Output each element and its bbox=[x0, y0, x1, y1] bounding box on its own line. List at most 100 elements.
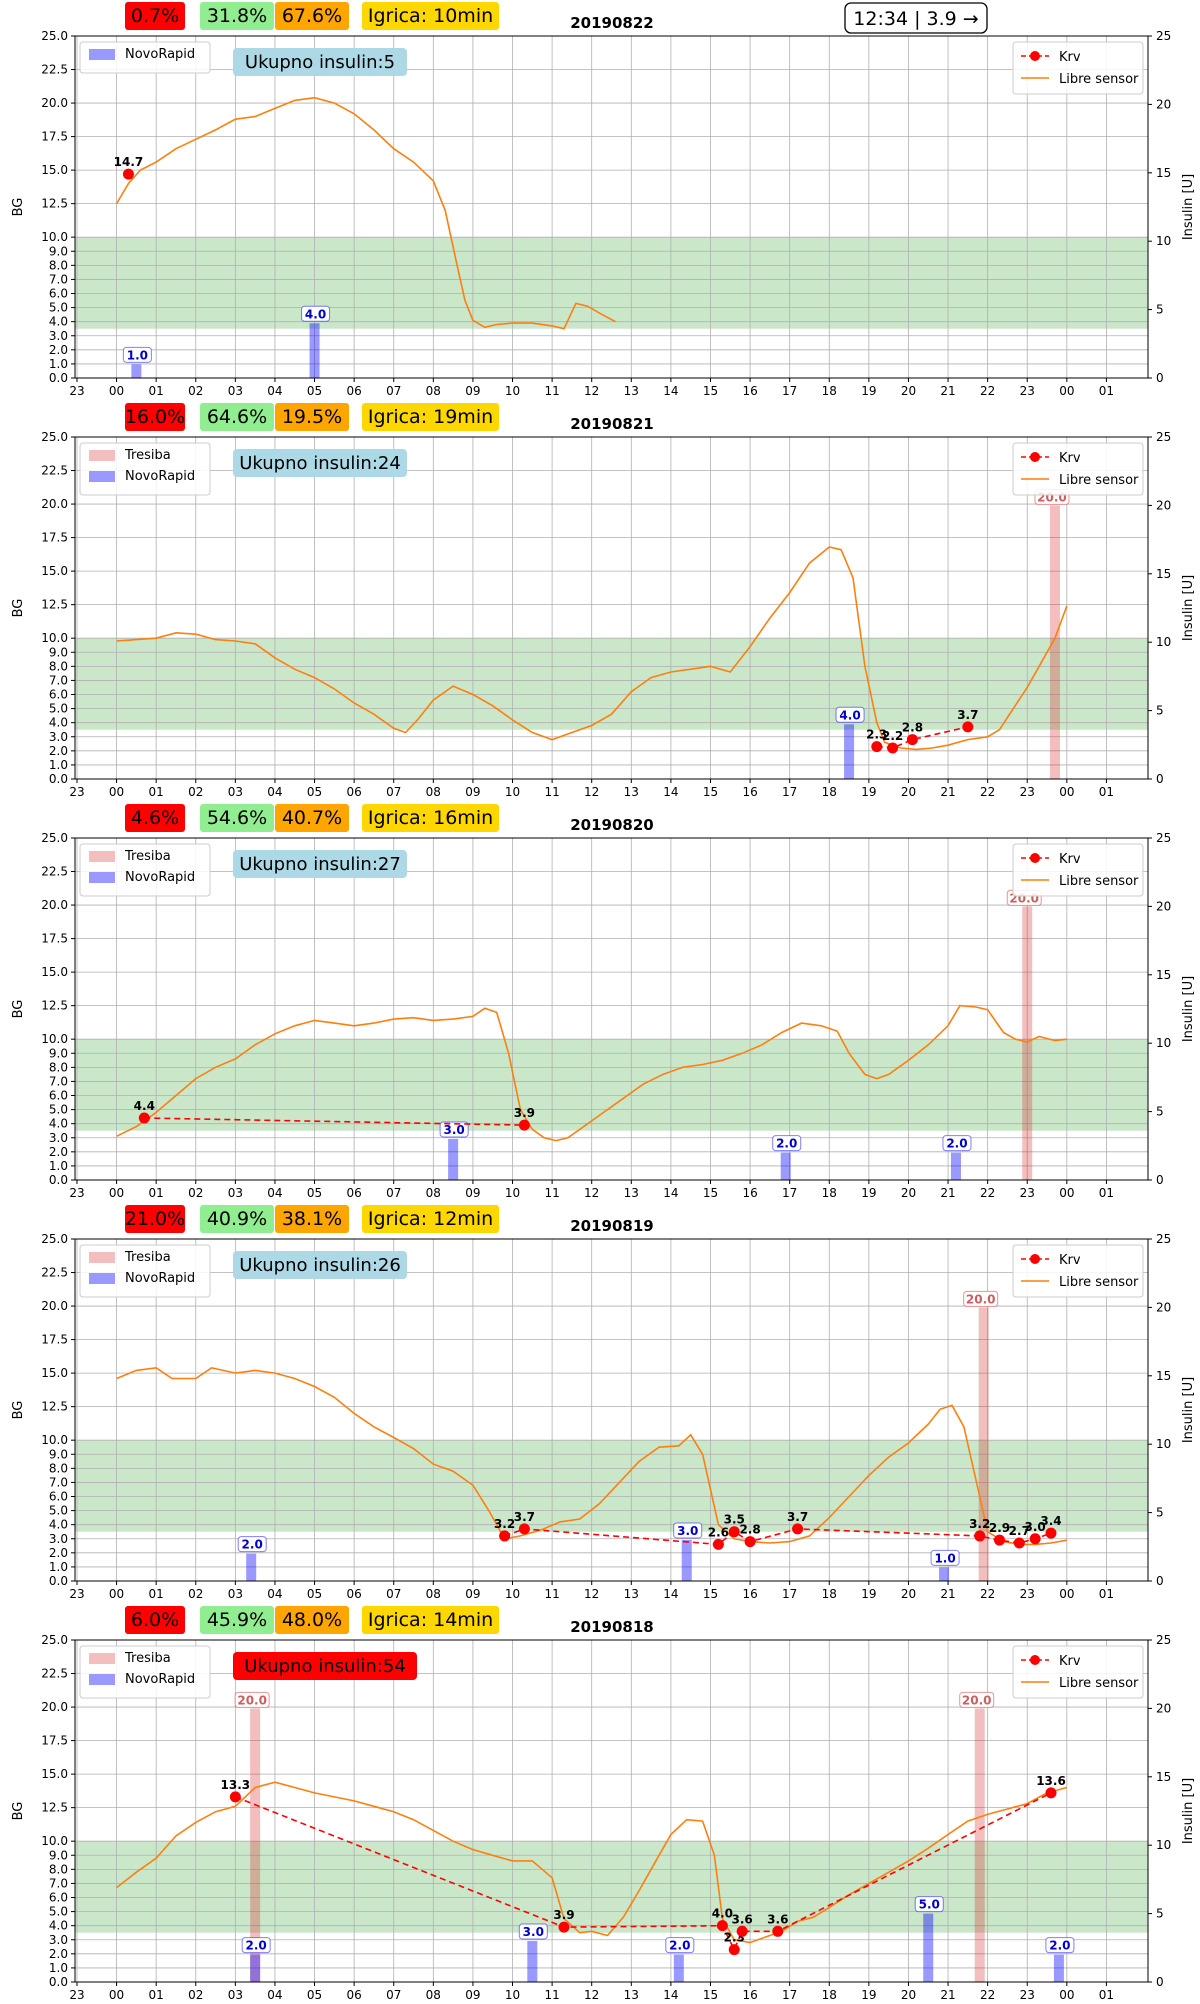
novorapid-label-box bbox=[1045, 1937, 1075, 1954]
stat-badge-in_range bbox=[200, 403, 274, 431]
x-tick-label: 05 bbox=[307, 1988, 322, 2000]
chart-date-title: 20190822 bbox=[570, 14, 654, 32]
x-tick-label: 19 bbox=[861, 384, 876, 398]
legend-label: Krv bbox=[1059, 451, 1081, 466]
blood-point bbox=[518, 1119, 530, 1131]
stat-badge-game bbox=[362, 804, 499, 832]
x-tick-label: 20 bbox=[901, 1988, 916, 2000]
x-tick-label: 11 bbox=[544, 785, 559, 799]
y2-axis-label: Insulin [U] bbox=[1181, 976, 1196, 1042]
x-tick-label: 19 bbox=[861, 785, 876, 799]
x-tick-label: 16 bbox=[742, 384, 757, 398]
blood-point bbox=[871, 741, 883, 753]
stat-badge-game-text: Igrica: 14min bbox=[368, 1609, 493, 1631]
stat-badge-low-text: 4.6% bbox=[131, 807, 179, 829]
novorapid-label-box bbox=[772, 1135, 802, 1152]
legend-label: Krv bbox=[1059, 50, 1081, 65]
y2-tick-label: 10 bbox=[1156, 1437, 1171, 1451]
x-tick-label: 14 bbox=[663, 1587, 678, 1601]
plot-area bbox=[75, 36, 1148, 378]
y-tick-label: 6.0 bbox=[49, 688, 68, 702]
blood-point-label: 3.5 bbox=[724, 1513, 745, 1527]
y-tick-label: 5.0 bbox=[49, 1103, 68, 1117]
y-tick-label: 2.0 bbox=[49, 1947, 68, 1961]
x-tick-label: 17 bbox=[782, 384, 797, 398]
stat-badge-high bbox=[275, 1606, 349, 1634]
novorapid-label: 3.0 bbox=[677, 1524, 698, 1538]
blood-point bbox=[728, 1526, 740, 1538]
y-tick-label: 0.0 bbox=[49, 1574, 68, 1588]
legend-insulin bbox=[79, 1645, 211, 1699]
novorapid-label-box bbox=[237, 1536, 267, 1553]
x-tick-label: 23 bbox=[1020, 1186, 1035, 1200]
y-axis-label: BG bbox=[11, 1802, 26, 1821]
stat-badge-game-text: Igrica: 10min bbox=[368, 5, 493, 27]
stat-badge-high-text: 67.6% bbox=[282, 5, 342, 27]
blood-point-label: 3.4 bbox=[1040, 1514, 1061, 1528]
x-tick-label: 04 bbox=[267, 785, 282, 799]
blood-point bbox=[712, 1538, 724, 1550]
blood-point-label: 13.3 bbox=[221, 1778, 251, 1792]
legend-glucose bbox=[1012, 41, 1144, 95]
y2-tick-label: 20 bbox=[1156, 97, 1171, 111]
stat-badge-low-text: 0.7% bbox=[131, 5, 179, 27]
legend-swatch bbox=[89, 1252, 115, 1263]
plot-frame bbox=[74, 436, 1149, 780]
stat-badge-high-text: 38.1% bbox=[282, 1208, 342, 1230]
legend-label: Libre sensor bbox=[1059, 1275, 1139, 1290]
y-tick-label: 10.0 bbox=[41, 1032, 68, 1046]
x-tick-label: 02 bbox=[188, 785, 203, 799]
stat-badge-high bbox=[275, 804, 349, 832]
blood-point bbox=[792, 1523, 804, 1535]
x-tick-label: 23 bbox=[69, 384, 84, 398]
stat-badge-low bbox=[125, 1606, 185, 1634]
legend-label: Tresiba bbox=[124, 448, 171, 463]
x-tick-label: 00 bbox=[1059, 384, 1074, 398]
x-tick-label: 15 bbox=[703, 1186, 718, 1200]
stat-badge-game bbox=[362, 403, 499, 431]
x-tick-label: 09 bbox=[465, 384, 480, 398]
y2-tick-label: 15 bbox=[1156, 1770, 1171, 1784]
legend-insulin bbox=[79, 843, 211, 897]
x-tick-label: 00 bbox=[1059, 1587, 1074, 1601]
x-tick-label: 16 bbox=[742, 1988, 757, 2000]
blood-point bbox=[974, 1530, 986, 1542]
x-tick-label: 13 bbox=[624, 1587, 639, 1601]
x-tick-label: 01 bbox=[1099, 384, 1114, 398]
blood-point-label: 3.2 bbox=[494, 1517, 515, 1531]
x-tick-label: 10 bbox=[505, 384, 520, 398]
legend-swatch bbox=[89, 1653, 115, 1664]
y-tick-label: 6.0 bbox=[49, 1490, 68, 1504]
x-tick-label: 00 bbox=[1059, 1988, 1074, 2000]
y-tick-label: 3.0 bbox=[49, 329, 68, 343]
stat-badge-in_range-text: 64.6% bbox=[207, 406, 267, 428]
legend-swatch bbox=[89, 851, 115, 862]
y2-tick-label: 0 bbox=[1156, 772, 1164, 786]
legend-label: Libre sensor bbox=[1059, 1676, 1139, 1691]
legend-label: Tresiba bbox=[124, 849, 171, 864]
x-tick-label: 15 bbox=[703, 1587, 718, 1601]
blood-point-label: 2.8 bbox=[739, 1523, 760, 1537]
novorapid-bar bbox=[309, 323, 320, 378]
x-tick-label: 00 bbox=[109, 1988, 124, 2000]
y-tick-label: 20.0 bbox=[41, 497, 68, 511]
x-tick-label: 11 bbox=[544, 1988, 559, 2000]
y-tick-label: 17.5 bbox=[41, 1734, 68, 1748]
novorapid-label-box bbox=[122, 346, 152, 363]
blood-point bbox=[558, 1921, 570, 1933]
x-tick-label: 18 bbox=[822, 1186, 837, 1200]
x-tick-label: 09 bbox=[465, 1186, 480, 1200]
legend-insulin bbox=[79, 442, 211, 496]
blood-point-label: 3.9 bbox=[514, 1106, 535, 1120]
y-axis-label: BG bbox=[11, 1000, 26, 1019]
blood-point bbox=[906, 734, 918, 746]
chart-date-title: 20190821 bbox=[570, 415, 654, 433]
blood-point-label: 2.8 bbox=[902, 721, 923, 735]
blood-point bbox=[1013, 1537, 1025, 1549]
x-tick-label: 04 bbox=[267, 1988, 282, 2000]
x-tick-label: 05 bbox=[307, 384, 322, 398]
x-tick-label: 03 bbox=[228, 1988, 243, 2000]
x-tick-label: 11 bbox=[544, 384, 559, 398]
x-tick-label: 22 bbox=[980, 1587, 995, 1601]
